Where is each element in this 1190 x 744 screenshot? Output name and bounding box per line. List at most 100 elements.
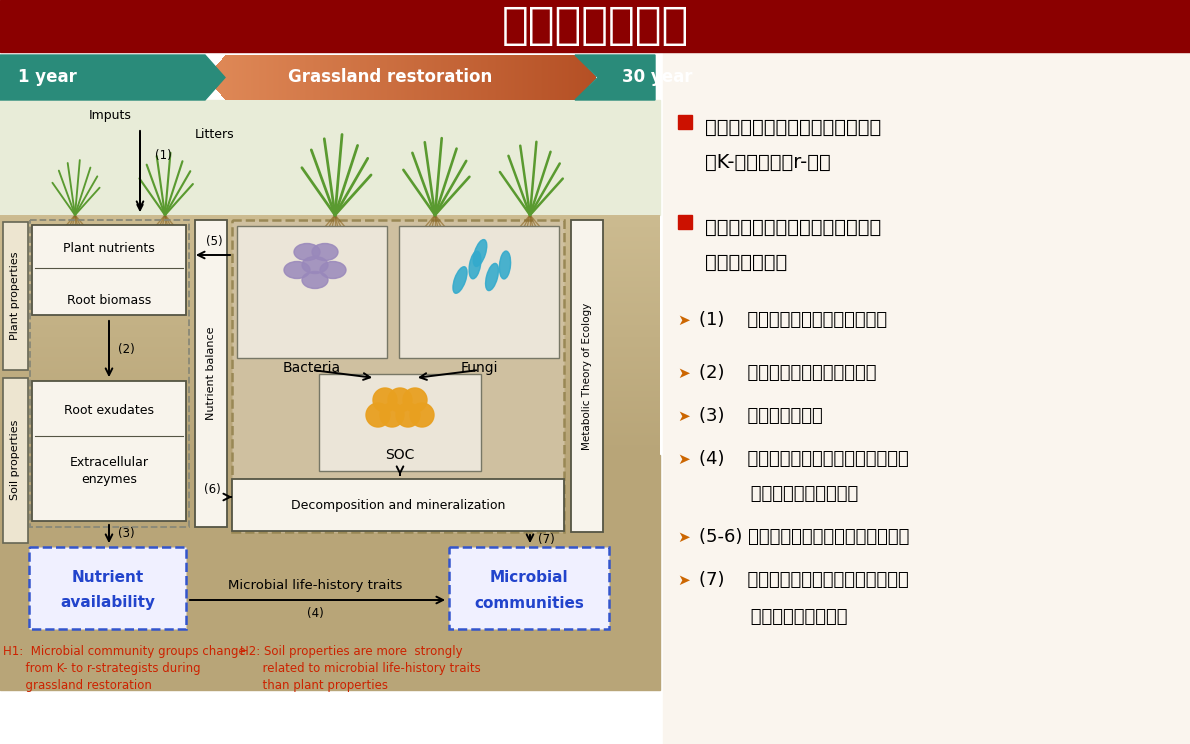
Bar: [582, 63, 584, 92]
Bar: [4, 222, 29, 370]
Bar: [590, 72, 591, 83]
FancyBboxPatch shape: [195, 220, 227, 527]
Text: Nutrient: Nutrient: [71, 571, 144, 586]
Bar: [315, 55, 317, 100]
Bar: [345, 55, 346, 100]
Bar: [415, 55, 416, 100]
Bar: [541, 55, 544, 100]
Bar: [358, 55, 359, 100]
Bar: [0, 319, 660, 321]
Ellipse shape: [320, 261, 346, 278]
Bar: [0, 303, 660, 306]
Bar: [0, 275, 660, 278]
Circle shape: [396, 403, 420, 427]
Bar: [505, 55, 507, 100]
Bar: [339, 55, 340, 100]
Bar: [555, 55, 556, 100]
Bar: [512, 55, 514, 100]
Bar: [555, 55, 557, 100]
Bar: [483, 55, 484, 100]
Bar: [293, 55, 295, 100]
Bar: [0, 391, 660, 394]
FancyBboxPatch shape: [399, 226, 559, 358]
Ellipse shape: [302, 272, 328, 289]
Bar: [430, 55, 432, 100]
Bar: [0, 263, 660, 266]
Bar: [0, 100, 660, 215]
Bar: [546, 55, 547, 100]
Bar: [240, 55, 242, 100]
Bar: [264, 55, 265, 100]
Bar: [400, 55, 402, 100]
Circle shape: [372, 388, 397, 412]
Bar: [207, 75, 208, 80]
Bar: [466, 55, 468, 100]
Bar: [528, 55, 530, 100]
Bar: [0, 439, 660, 441]
Text: 1 year: 1 year: [18, 68, 77, 86]
Bar: [433, 55, 434, 100]
Bar: [0, 401, 660, 403]
Bar: [533, 55, 534, 100]
Bar: [318, 55, 320, 100]
Bar: [445, 55, 446, 100]
Bar: [344, 55, 346, 100]
Bar: [412, 55, 414, 100]
Bar: [274, 55, 276, 100]
Bar: [362, 55, 364, 100]
Bar: [0, 425, 660, 428]
Bar: [0, 417, 660, 420]
Bar: [321, 55, 322, 100]
Bar: [322, 55, 324, 100]
Bar: [585, 68, 588, 88]
Bar: [413, 55, 415, 100]
Bar: [486, 55, 487, 100]
Bar: [223, 57, 225, 97]
Bar: [584, 65, 585, 90]
Text: availability: availability: [61, 595, 156, 611]
Bar: [305, 55, 307, 100]
Text: ➤: ➤: [677, 452, 690, 466]
Text: Metabolic Theory of Ecology: Metabolic Theory of Ecology: [582, 302, 591, 449]
Text: communities: communities: [474, 595, 584, 611]
Bar: [392, 55, 394, 100]
Bar: [430, 55, 431, 100]
Bar: [249, 55, 251, 100]
Bar: [350, 55, 352, 100]
Bar: [522, 55, 524, 100]
Text: Grassland restoration: Grassland restoration: [288, 68, 493, 86]
Bar: [289, 55, 290, 100]
Bar: [0, 373, 660, 376]
Text: Extracellular: Extracellular: [69, 455, 149, 469]
Bar: [299, 55, 301, 100]
Bar: [537, 55, 539, 100]
Bar: [0, 363, 660, 365]
Bar: [308, 55, 309, 100]
Bar: [218, 63, 220, 92]
Bar: [403, 55, 406, 100]
Bar: [259, 55, 261, 100]
Bar: [0, 279, 660, 281]
Bar: [298, 55, 299, 100]
Bar: [372, 55, 375, 100]
Bar: [499, 55, 501, 100]
Bar: [463, 55, 465, 100]
Bar: [261, 55, 263, 100]
Bar: [516, 55, 519, 100]
Bar: [519, 55, 521, 100]
Bar: [434, 55, 436, 100]
Bar: [469, 55, 471, 100]
Bar: [267, 55, 268, 100]
Bar: [527, 55, 528, 100]
Bar: [307, 55, 308, 100]
Text: Microbial: Microbial: [490, 571, 569, 586]
Bar: [520, 55, 521, 100]
Bar: [418, 55, 420, 100]
Bar: [225, 55, 227, 100]
Bar: [540, 55, 541, 100]
Bar: [292, 55, 294, 100]
Bar: [455, 55, 456, 100]
Bar: [501, 55, 503, 100]
Bar: [439, 55, 440, 100]
Bar: [515, 55, 516, 100]
